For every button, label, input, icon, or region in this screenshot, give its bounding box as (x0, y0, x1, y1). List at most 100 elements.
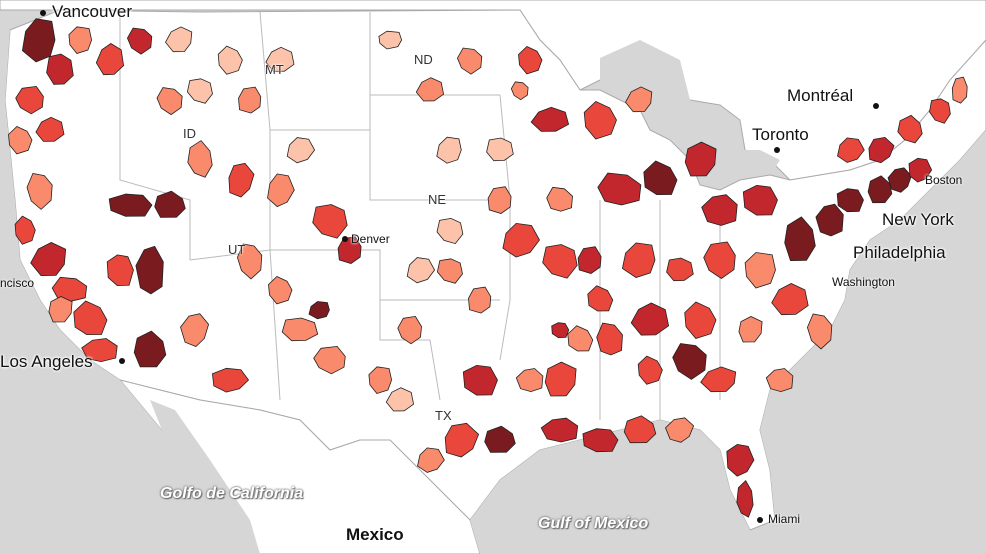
region-shape[interactable] (738, 316, 763, 343)
region-shape[interactable] (415, 77, 445, 102)
region-shape[interactable] (73, 300, 108, 336)
region-shape[interactable] (540, 417, 579, 443)
region-shape[interactable] (502, 222, 540, 258)
region-shape[interactable] (597, 172, 642, 206)
region-shape[interactable] (378, 30, 403, 50)
region-shape[interactable] (486, 137, 514, 162)
region-shape[interactable] (165, 26, 193, 53)
region-shape[interactable] (665, 417, 695, 443)
region-shape[interactable] (625, 86, 653, 113)
region-shape[interactable] (542, 244, 578, 279)
region-shape[interactable] (701, 194, 738, 226)
region-shape[interactable] (156, 87, 183, 116)
region-shape[interactable] (951, 76, 968, 104)
region-shape[interactable] (908, 157, 933, 183)
region-shape[interactable] (228, 162, 255, 198)
region-shape[interactable] (126, 27, 153, 55)
region-shape[interactable] (530, 106, 570, 132)
region-shape[interactable] (35, 116, 65, 142)
region-shape[interactable] (765, 368, 794, 393)
region-shape[interactable] (815, 203, 844, 237)
region-shape[interactable] (385, 387, 415, 412)
region-shape[interactable] (462, 364, 498, 396)
region-shape[interactable] (544, 361, 577, 397)
region-shape[interactable] (684, 301, 717, 339)
region-shape[interactable] (436, 136, 462, 164)
region-shape[interactable] (546, 186, 573, 212)
region-shape[interactable] (587, 285, 614, 312)
region-shape[interactable] (551, 322, 570, 339)
region-shape[interactable] (666, 257, 694, 282)
region-shape[interactable] (806, 313, 833, 350)
region-shape[interactable] (211, 367, 250, 393)
region-shape[interactable] (312, 204, 348, 239)
region-shape[interactable] (46, 53, 74, 85)
region-shape[interactable] (217, 45, 243, 75)
region-shape[interactable] (621, 242, 656, 278)
region-shape[interactable] (95, 43, 125, 76)
region-shape[interactable] (700, 366, 737, 393)
region-shape[interactable] (133, 330, 167, 368)
region-shape[interactable] (510, 81, 529, 101)
region-shape[interactable] (784, 216, 816, 262)
region-shape[interactable] (286, 137, 316, 164)
region-shape[interactable] (397, 315, 422, 345)
region-shape[interactable] (484, 425, 516, 453)
region-shape[interactable] (417, 447, 445, 473)
region-shape[interactable] (15, 85, 44, 115)
region-shape[interactable] (186, 78, 213, 104)
region-shape[interactable] (406, 257, 436, 284)
region-shape[interactable] (48, 296, 73, 323)
region-shape[interactable] (68, 26, 93, 54)
region-shape[interactable] (108, 193, 153, 217)
region-shape[interactable] (180, 313, 210, 347)
region-shape[interactable] (468, 286, 492, 314)
region-shape[interactable] (444, 422, 480, 458)
region-shape[interactable] (771, 283, 809, 316)
region-shape[interactable] (106, 254, 134, 287)
region-shape[interactable] (14, 215, 36, 245)
region-shape[interactable] (868, 136, 895, 164)
region-shape[interactable] (567, 325, 594, 352)
region-shape[interactable] (135, 245, 164, 295)
region-shape[interactable] (672, 343, 707, 380)
region-shape[interactable] (267, 173, 295, 208)
region-shape[interactable] (81, 338, 118, 363)
region-shape[interactable] (21, 18, 56, 63)
region-shape[interactable] (836, 188, 864, 213)
region-shape[interactable] (630, 302, 670, 336)
region-shape[interactable] (8, 126, 33, 155)
region-shape[interactable] (30, 242, 67, 277)
region-shape[interactable] (742, 184, 778, 216)
region-shape[interactable] (268, 276, 293, 305)
region-shape[interactable] (265, 46, 295, 72)
region-shape[interactable] (744, 252, 776, 289)
region-shape[interactable] (308, 301, 330, 320)
region-shape[interactable] (313, 345, 346, 375)
region-shape[interactable] (637, 355, 663, 385)
region-shape[interactable] (684, 141, 717, 177)
region-shape[interactable] (187, 140, 213, 178)
region-shape[interactable] (515, 368, 544, 393)
region-shape[interactable] (577, 246, 602, 274)
region-shape[interactable] (596, 322, 623, 356)
region-shape[interactable] (26, 173, 53, 210)
region-shape[interactable] (929, 98, 951, 124)
region-shape[interactable] (456, 47, 483, 75)
region-shape[interactable] (726, 443, 755, 477)
region-shape[interactable] (368, 366, 393, 394)
region-shape[interactable] (703, 241, 736, 279)
region-shape[interactable] (736, 479, 754, 518)
region-shape[interactable] (236, 243, 263, 280)
region-shape[interactable] (643, 160, 678, 196)
region-shape[interactable] (867, 175, 893, 204)
region-shape[interactable] (487, 186, 512, 214)
region-shape[interactable] (583, 101, 617, 140)
region-shape[interactable] (154, 190, 186, 218)
region-shape[interactable] (623, 415, 657, 444)
region-shape[interactable] (897, 114, 923, 144)
region-shape[interactable] (238, 86, 262, 114)
region-shape[interactable] (582, 428, 619, 453)
region-shape[interactable] (837, 137, 865, 163)
region-shape[interactable] (337, 236, 362, 264)
